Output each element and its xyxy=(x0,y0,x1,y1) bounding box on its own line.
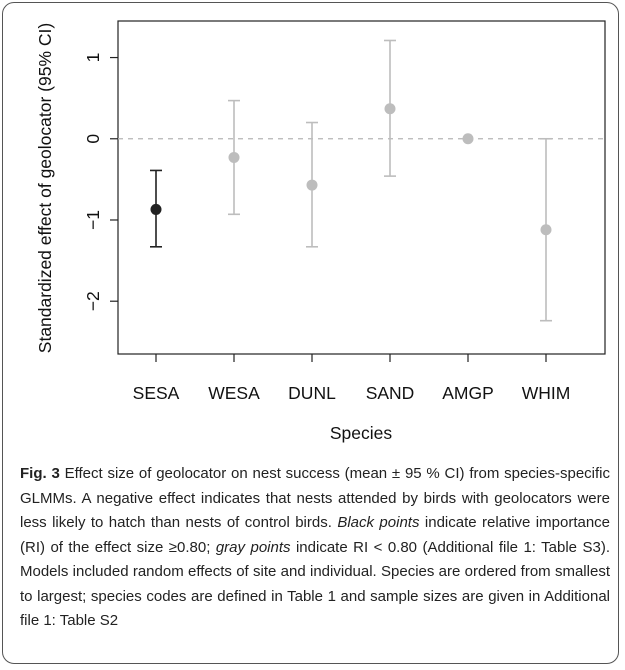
mean-point xyxy=(306,179,318,191)
caption-text-1: Effect size of geolocator on nest succes… xyxy=(20,465,610,531)
mean-point xyxy=(150,203,162,215)
mean-point xyxy=(540,224,552,236)
plot-area-frame xyxy=(117,20,606,355)
figure-number: Fig. 3 xyxy=(20,465,60,482)
caption-gray-points: gray points xyxy=(215,538,291,556)
y-tick-label: 0 xyxy=(83,134,103,144)
x-tick-label: SESA xyxy=(133,383,180,403)
x-tick-label: SAND xyxy=(366,383,415,403)
caption-text-2: indicate relative importance (RI) of the… xyxy=(20,514,611,556)
y-tick-label: −1 xyxy=(83,210,103,230)
caption-text-3: indicate RI < 0.80 (Additional file 1: T… xyxy=(20,538,610,630)
x-axis-label: Species xyxy=(330,423,393,443)
x-tick-label: WESA xyxy=(208,383,260,403)
mean-point xyxy=(462,133,474,145)
effect-size-chart: 10−1−2 SESA WESA DUNL SAND AMGP WHIM Species … xyxy=(35,20,606,443)
x-tick-label: AMGP xyxy=(442,383,494,403)
y-axis: 1 0 −1 −2 xyxy=(83,53,118,311)
mean-point xyxy=(384,103,396,115)
y-axis-label: Standardized effect of geolocator (95% C… xyxy=(35,23,55,353)
y-tick-label: 1 xyxy=(83,53,103,63)
x-axis: SESA WESA DUNL SAND AMGP WHIM xyxy=(133,354,571,403)
x-tick-label: WHIM xyxy=(522,383,571,403)
figure-frame xyxy=(2,2,619,664)
data-marks xyxy=(150,39,552,322)
caption-black-points: Black points xyxy=(337,514,420,531)
figure-caption: Fig. 3 Effect size of geolocator on nest… xyxy=(20,462,610,634)
x-tick-label: DUNL xyxy=(288,383,336,403)
y-tick-label: −2 xyxy=(83,291,103,311)
mean-point xyxy=(228,151,240,163)
